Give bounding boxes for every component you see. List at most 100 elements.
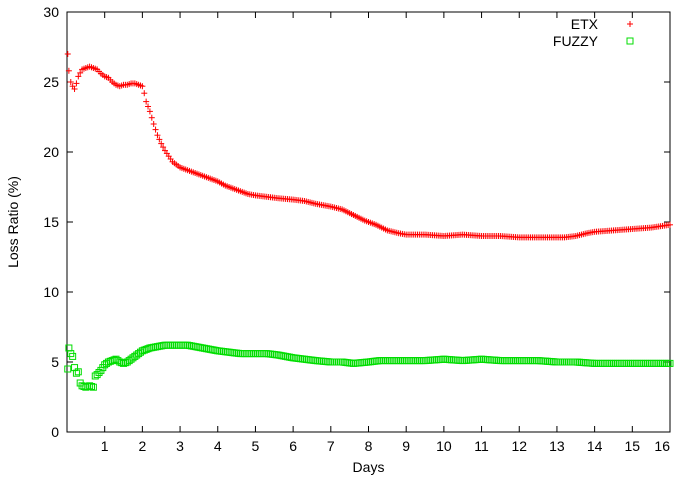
data-point-etx	[77, 69, 84, 76]
data-point-fuzzy	[527, 357, 535, 365]
data-point-fuzzy	[244, 350, 252, 358]
data-point-etx	[67, 79, 74, 85]
data-point-fuzzy	[510, 357, 518, 365]
data-point-fuzzy	[248, 350, 256, 358]
data-point-fuzzy	[547, 358, 555, 366]
data-point-fuzzy	[636, 359, 644, 367]
x-tick-label: 8	[365, 438, 373, 454]
data-point-fuzzy	[423, 356, 431, 364]
data-point-fuzzy	[485, 356, 493, 364]
data-point-fuzzy	[496, 357, 504, 365]
data-point-fuzzy	[602, 359, 610, 367]
data-point-etx	[75, 73, 82, 80]
data-point-fuzzy	[404, 357, 412, 365]
data-point-etx	[158, 140, 165, 147]
data-point-fuzzy	[642, 359, 650, 367]
data-point-etx	[71, 86, 78, 92]
data-point-fuzzy	[459, 357, 467, 365]
data-point-fuzzy	[479, 355, 487, 363]
data-point-fuzzy	[238, 350, 246, 358]
data-point-fuzzy	[451, 356, 459, 364]
data-point-fuzzy	[419, 357, 427, 365]
data-point-fuzzy	[657, 359, 665, 367]
data-point-fuzzy	[351, 359, 359, 367]
data-point-fuzzy	[645, 359, 653, 367]
data-point-fuzzy	[613, 359, 621, 367]
data-point-fuzzy	[600, 359, 608, 367]
data-point-fuzzy	[576, 358, 584, 366]
data-point-fuzzy	[93, 371, 101, 379]
data-point-fuzzy	[395, 357, 403, 365]
legend-marker-etx	[627, 21, 633, 27]
data-point-fuzzy	[87, 383, 95, 390]
data-point-fuzzy	[357, 359, 365, 367]
data-point-fuzzy	[498, 357, 506, 365]
data-point-fuzzy	[611, 359, 619, 367]
data-point-fuzzy	[523, 357, 531, 365]
data-point-fuzzy	[400, 357, 408, 365]
data-point-fuzzy	[632, 359, 640, 367]
data-point-fuzzy	[380, 357, 388, 365]
data-point-fuzzy	[544, 357, 552, 365]
series-fuzzy	[64, 341, 674, 391]
y-tick-label: 30	[43, 4, 59, 20]
data-point-fuzzy	[549, 358, 557, 366]
data-point-fuzzy	[487, 356, 495, 364]
data-point-fuzzy	[643, 359, 651, 367]
legend-label-etx: ETX	[571, 16, 599, 32]
data-point-fuzzy	[655, 359, 663, 367]
data-point-fuzzy	[383, 357, 391, 365]
data-point-fuzzy	[609, 359, 617, 367]
data-point-fuzzy	[551, 358, 559, 366]
data-point-fuzzy	[525, 357, 533, 365]
data-point-fuzzy	[534, 357, 542, 365]
data-point-fuzzy	[325, 358, 333, 366]
data-point-fuzzy	[623, 359, 631, 367]
data-point-fuzzy	[462, 356, 470, 364]
data-point-fuzzy	[562, 358, 570, 366]
data-point-fuzzy	[74, 368, 82, 376]
data-point-fuzzy	[568, 358, 576, 366]
data-point-fuzzy	[253, 350, 261, 358]
data-point-fuzzy	[329, 358, 337, 366]
data-point-etx	[156, 136, 163, 143]
data-point-fuzzy	[425, 356, 433, 364]
data-point-fuzzy	[355, 359, 363, 367]
data-point-fuzzy	[319, 357, 327, 365]
data-point-fuzzy	[583, 359, 591, 367]
data-point-fuzzy	[594, 359, 602, 367]
x-tick-label: 16	[654, 438, 670, 454]
y-tick-label: 10	[43, 284, 59, 300]
x-tick-label: 13	[549, 438, 565, 454]
data-point-fuzzy	[626, 359, 634, 367]
data-point-fuzzy	[447, 356, 455, 364]
data-point-fuzzy	[174, 341, 182, 349]
data-point-etx	[160, 144, 167, 151]
y-tick-label: 5	[51, 354, 59, 370]
data-point-fuzzy	[182, 341, 190, 349]
data-point-fuzzy	[560, 358, 568, 366]
data-point-fuzzy	[361, 358, 369, 366]
data-point-fuzzy	[476, 355, 484, 363]
data-point-fuzzy	[470, 356, 478, 364]
data-point-fuzzy	[442, 355, 450, 363]
data-point-fuzzy	[402, 357, 410, 365]
data-point-fuzzy	[598, 359, 606, 367]
x-axis-label: Days	[353, 459, 385, 475]
y-tick-label: 15	[43, 214, 59, 230]
data-point-fuzzy	[436, 355, 444, 363]
data-point-fuzzy	[413, 357, 421, 365]
data-point-fuzzy	[455, 356, 463, 364]
data-point-fuzzy	[178, 341, 186, 349]
data-point-fuzzy	[589, 359, 597, 367]
data-point-fuzzy	[444, 355, 452, 363]
data-point-fuzzy	[421, 357, 429, 365]
data-point-fuzzy	[528, 357, 536, 365]
data-point-fuzzy	[432, 356, 440, 364]
data-point-fuzzy	[481, 355, 489, 363]
data-point-fuzzy	[449, 356, 457, 364]
data-point-fuzzy	[604, 359, 612, 367]
data-point-fuzzy	[660, 359, 668, 367]
data-point-fuzzy	[385, 357, 393, 365]
